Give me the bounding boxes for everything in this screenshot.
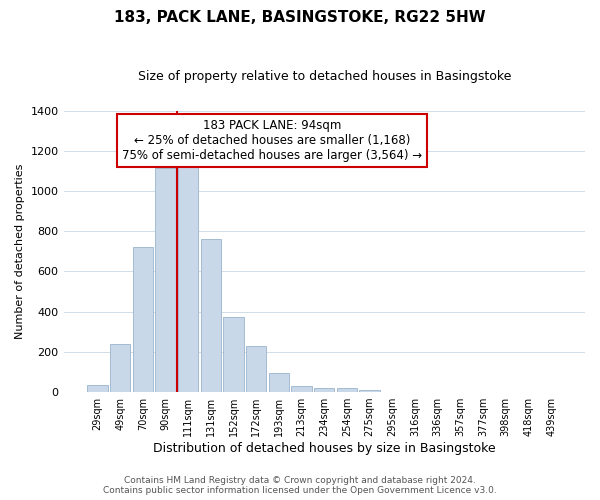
Bar	[223, 316, 244, 392]
Bar	[155, 168, 176, 392]
Bar	[246, 346, 266, 392]
Bar	[110, 344, 130, 392]
Bar	[292, 386, 312, 392]
Bar	[133, 248, 153, 392]
Title: Size of property relative to detached houses in Basingstoke: Size of property relative to detached ho…	[137, 70, 511, 83]
Bar	[87, 385, 107, 392]
Bar	[200, 240, 221, 392]
Text: 183 PACK LANE: 94sqm
← 25% of detached houses are smaller (1,168)
75% of semi-de: 183 PACK LANE: 94sqm ← 25% of detached h…	[122, 119, 422, 162]
Bar	[314, 388, 334, 392]
Bar	[269, 374, 289, 392]
Text: 183, PACK LANE, BASINGSTOKE, RG22 5HW: 183, PACK LANE, BASINGSTOKE, RG22 5HW	[114, 10, 486, 25]
X-axis label: Distribution of detached houses by size in Basingstoke: Distribution of detached houses by size …	[153, 442, 496, 455]
Y-axis label: Number of detached properties: Number of detached properties	[15, 164, 25, 339]
Bar	[337, 388, 357, 392]
Bar	[359, 390, 380, 392]
Text: Contains HM Land Registry data © Crown copyright and database right 2024.
Contai: Contains HM Land Registry data © Crown c…	[103, 476, 497, 495]
Bar	[178, 167, 199, 392]
